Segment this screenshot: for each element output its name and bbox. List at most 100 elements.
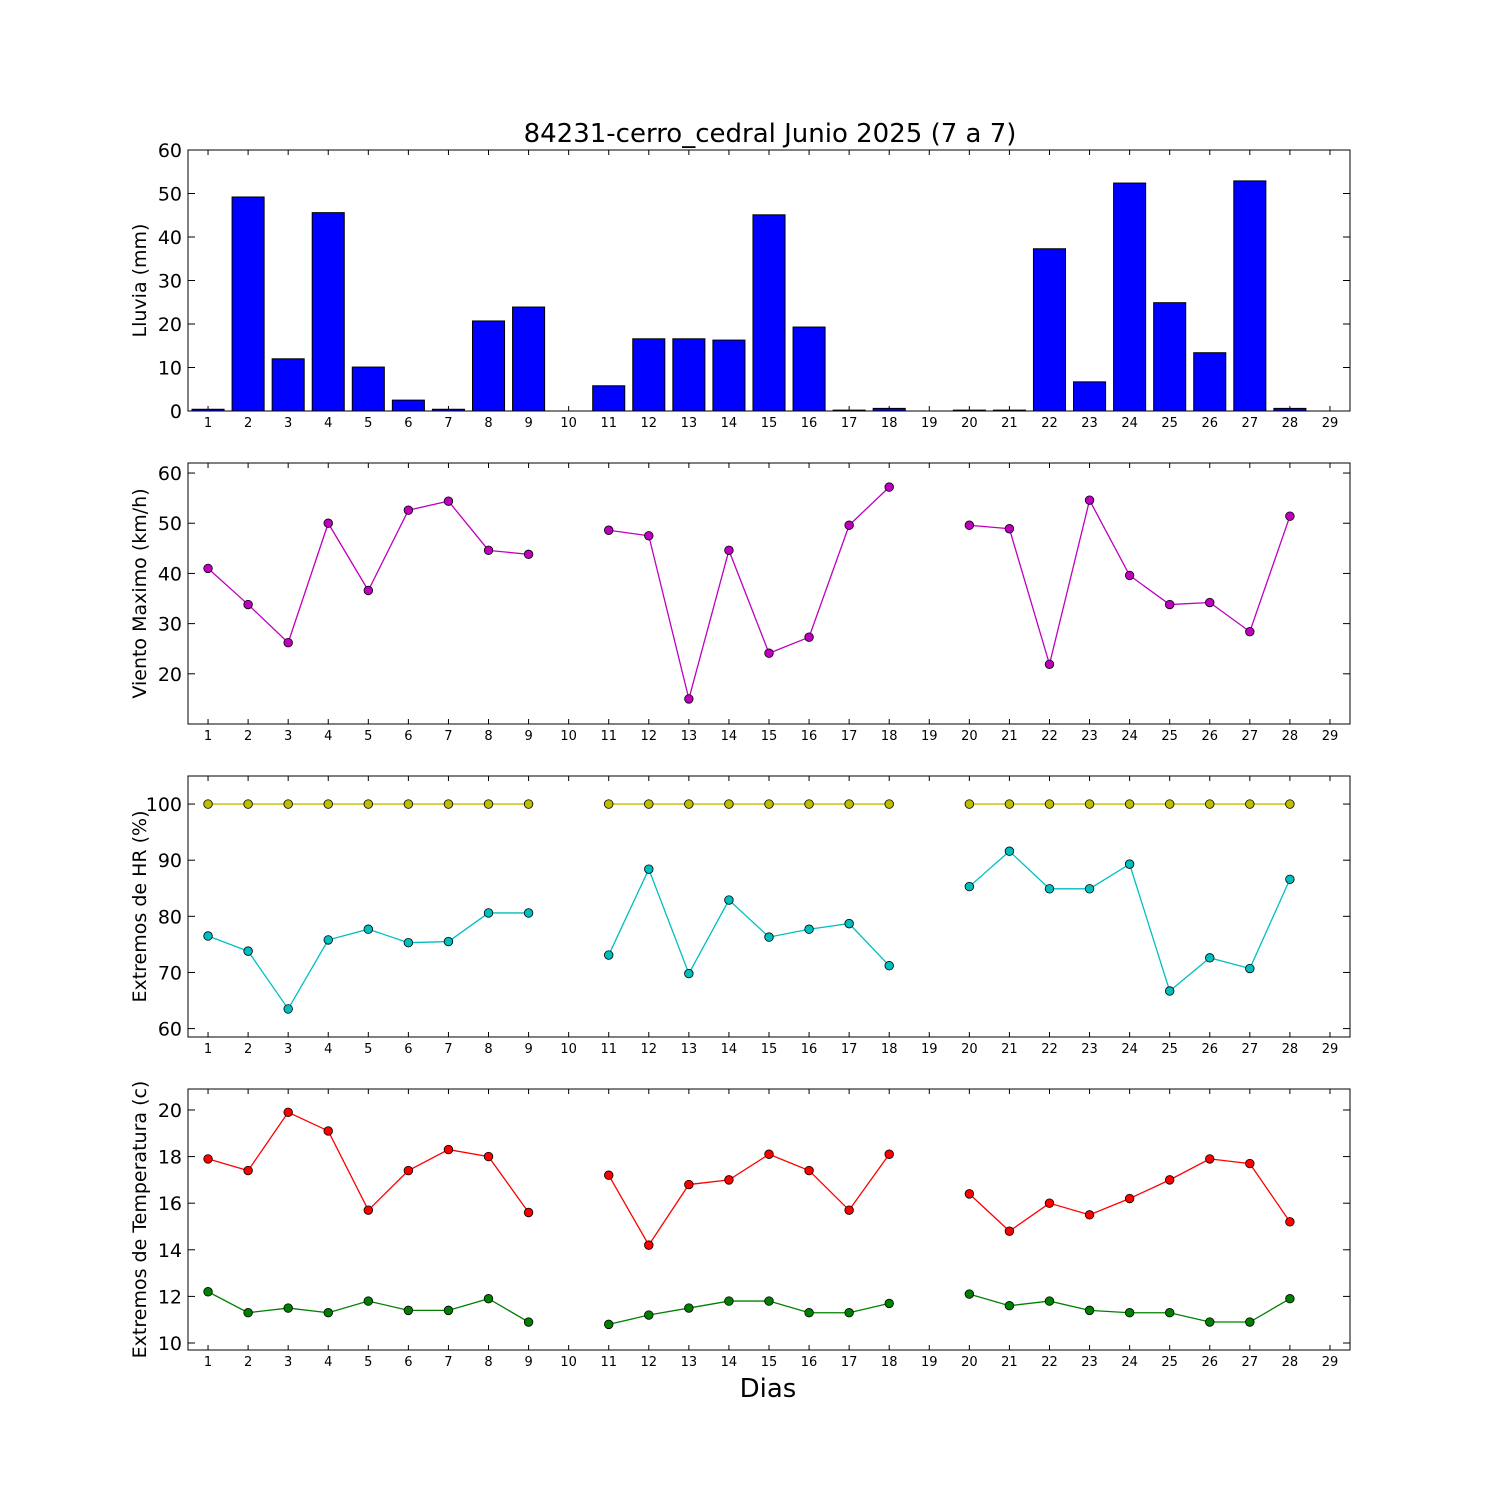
x-tick-label: 18 bbox=[881, 1355, 898, 1370]
data-point bbox=[1084, 495, 1095, 505]
data-point bbox=[1044, 799, 1055, 809]
x-tick-label: 24 bbox=[1121, 729, 1138, 744]
x-tick-label: 25 bbox=[1161, 1042, 1178, 1057]
data-point bbox=[644, 864, 654, 874]
bar bbox=[512, 306, 546, 412]
bar bbox=[752, 214, 786, 412]
x-tick-label: 25 bbox=[1161, 729, 1178, 744]
data-point bbox=[804, 1165, 814, 1176]
data-point bbox=[483, 908, 494, 918]
y-tick-label: 12 bbox=[158, 1286, 182, 1308]
data-point bbox=[403, 1305, 414, 1316]
x-tick-label: 4 bbox=[324, 416, 332, 431]
data-point bbox=[1124, 1308, 1135, 1318]
bar bbox=[872, 407, 906, 412]
data-point bbox=[764, 648, 774, 658]
x-tick-label: 12 bbox=[641, 416, 658, 431]
data-point bbox=[203, 799, 213, 809]
x-tick-label: 15 bbox=[761, 1355, 778, 1370]
bar bbox=[832, 409, 866, 412]
x-tick-label: 13 bbox=[681, 1042, 698, 1057]
y-tick-label: 30 bbox=[158, 271, 182, 293]
x-tick-label: 8 bbox=[484, 729, 492, 744]
data-point bbox=[403, 938, 414, 948]
x-tick-label: 22 bbox=[1041, 416, 1058, 431]
y-tick-label: 16 bbox=[158, 1193, 182, 1215]
series-line bbox=[207, 1111, 530, 1213]
data-point bbox=[1084, 799, 1095, 809]
x-tick-label: 2 bbox=[244, 416, 252, 431]
data-point bbox=[764, 932, 774, 942]
data-point bbox=[1245, 1158, 1255, 1169]
data-point bbox=[523, 1317, 534, 1327]
data-point bbox=[283, 637, 293, 648]
data-point bbox=[1004, 799, 1015, 809]
x-tick-label: 4 bbox=[324, 1355, 332, 1370]
data-point bbox=[604, 525, 614, 535]
data-point bbox=[1205, 953, 1215, 963]
bar bbox=[592, 385, 626, 412]
data-point bbox=[684, 968, 694, 979]
data-point bbox=[844, 520, 854, 530]
x-tick-label: 25 bbox=[1161, 416, 1178, 431]
x-tick-label: 14 bbox=[721, 729, 738, 744]
x-tick-label: 13 bbox=[681, 729, 698, 744]
bar bbox=[632, 338, 666, 412]
x-tick-label: 17 bbox=[841, 1355, 858, 1370]
x-tick-label: 3 bbox=[284, 729, 292, 744]
x-tick-label: 17 bbox=[841, 729, 858, 744]
data-point bbox=[243, 946, 253, 956]
data-point bbox=[1124, 799, 1135, 809]
data-point bbox=[1084, 1305, 1095, 1316]
x-tick-label: 5 bbox=[364, 416, 372, 431]
data-point bbox=[964, 1189, 975, 1199]
y-tick-label: 60 bbox=[158, 463, 182, 485]
bar bbox=[1032, 248, 1067, 412]
data-point bbox=[1164, 799, 1175, 809]
x-tick-label: 14 bbox=[721, 1042, 738, 1057]
data-point bbox=[323, 1126, 333, 1136]
x-tick-label: 1 bbox=[204, 729, 212, 744]
x-tick-label: 29 bbox=[1322, 416, 1339, 431]
x-tick-label: 7 bbox=[444, 1042, 452, 1057]
x-tick-label: 14 bbox=[721, 1355, 738, 1370]
x-tick-label: 17 bbox=[841, 1042, 858, 1057]
x-tick-label: 15 bbox=[761, 1042, 778, 1057]
data-point bbox=[1044, 884, 1055, 894]
x-tick-label: 6 bbox=[404, 1355, 412, 1370]
data-point bbox=[644, 1240, 654, 1250]
data-point bbox=[1245, 799, 1255, 809]
data-point bbox=[964, 799, 975, 809]
data-point bbox=[283, 1107, 293, 1118]
x-tick-label: 12 bbox=[641, 1355, 658, 1370]
data-point bbox=[1084, 1210, 1095, 1220]
y-tick-label: 18 bbox=[158, 1147, 182, 1169]
y-tick-label: 10 bbox=[158, 358, 182, 380]
data-point bbox=[884, 961, 894, 971]
x-tick-label: 20 bbox=[961, 729, 978, 744]
x-tick-label: 21 bbox=[1001, 1042, 1018, 1057]
x-tick-label: 28 bbox=[1282, 1355, 1299, 1370]
x-tick-label: 7 bbox=[444, 729, 452, 744]
y-tick-label: 60 bbox=[158, 140, 182, 162]
x-tick-label: 8 bbox=[484, 1355, 492, 1370]
x-tick-label: 20 bbox=[961, 1355, 978, 1370]
x-tick-label: 1 bbox=[204, 1355, 212, 1370]
y-tick-label: 14 bbox=[158, 1240, 182, 1262]
axes-frame bbox=[187, 462, 1351, 725]
data-point bbox=[1044, 1198, 1055, 1208]
bar bbox=[952, 409, 986, 412]
x-tick-label: 10 bbox=[560, 1042, 577, 1057]
x-tick-label: 7 bbox=[444, 1355, 452, 1370]
x-tick-label: 19 bbox=[921, 1355, 938, 1370]
data-point bbox=[844, 1205, 854, 1215]
data-point bbox=[1044, 1296, 1055, 1306]
x-tick-label: 3 bbox=[284, 416, 292, 431]
x-tick-label: 15 bbox=[761, 416, 778, 431]
data-point bbox=[964, 881, 975, 892]
x-tick-label: 27 bbox=[1242, 729, 1259, 744]
y-tick-label: 60 bbox=[158, 1019, 182, 1041]
data-point bbox=[884, 799, 894, 809]
data-point bbox=[804, 632, 814, 642]
data-point bbox=[1245, 1317, 1255, 1327]
